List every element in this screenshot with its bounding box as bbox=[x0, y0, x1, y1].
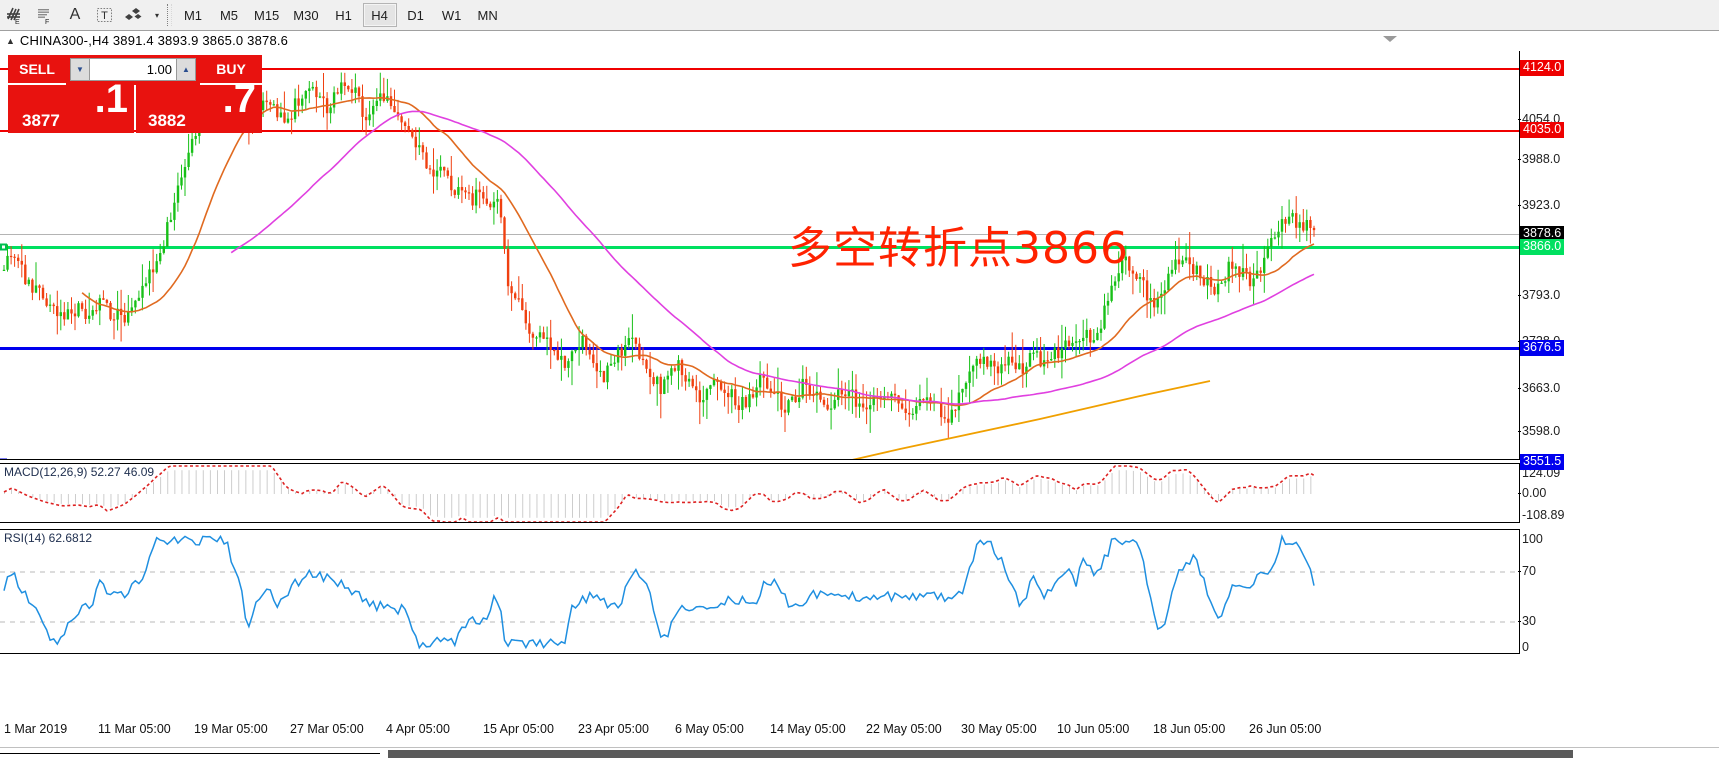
time-axis-labels: 1 Mar 2019 11 Mar 05:00 19 Mar 05:00 27 Mar… bbox=[0, 722, 1719, 742]
svg-text:T: T bbox=[101, 10, 108, 22]
svg-text:E: E bbox=[15, 19, 20, 25]
text-label-icon[interactable]: T bbox=[90, 1, 120, 30]
time-axis-label: 15 Apr 05:00 bbox=[483, 722, 554, 736]
candlestick-series bbox=[2, 72, 1316, 459]
rsi-tick: 30 bbox=[1518, 614, 1536, 628]
buy-price-tile[interactable]: .7 3882 bbox=[136, 79, 262, 133]
price-axis[interactable]: 4054.0 3988.0 3923.0 3856.0 3793.0 3728.… bbox=[1517, 51, 1719, 484]
time-axis-label: 4 Apr 05:00 bbox=[386, 722, 450, 736]
price-tag-4124: 4124.0 bbox=[1520, 60, 1565, 76]
timeframe-m5[interactable]: M5 bbox=[219, 7, 239, 23]
symbol-ohlc-text: CHINA300-,H4 3891.4 3893.9 3865.0 3878.6 bbox=[19, 33, 289, 48]
rsi-series bbox=[0, 534, 1519, 650]
timeframe-w1[interactable]: W1 bbox=[441, 7, 462, 23]
timeframe-m30[interactable]: M30 bbox=[293, 7, 319, 23]
macd-series bbox=[3, 465, 1315, 522]
sell-price-tile[interactable]: .1 3877 bbox=[8, 79, 134, 133]
time-axis-label: 19 Mar 05:00 bbox=[194, 722, 268, 736]
time-axis-label: 30 May 05:00 bbox=[961, 722, 1037, 736]
sell-price-decimal: .1 bbox=[94, 77, 128, 121]
macd-tick: -108.89 bbox=[1522, 508, 1565, 522]
chart-annotation-text: 多空转折点3866 bbox=[788, 223, 1129, 274]
timeframe-d1[interactable]: D1 bbox=[407, 7, 424, 23]
rsi-indicator-pane[interactable]: RSI(14) 62.6812 bbox=[0, 529, 1519, 654]
hline-3676[interactable] bbox=[0, 347, 1519, 350]
hline-4124[interactable] bbox=[0, 68, 1519, 70]
time-axis-label: 6 May 05:00 bbox=[675, 722, 744, 736]
main-toolbar: E F A T bbox=[0, 0, 1719, 31]
panel-collapse-triangle-icon[interactable] bbox=[1383, 36, 1397, 42]
text-tool-icon[interactable]: A bbox=[69, 6, 81, 23]
rsi-tick: 70 bbox=[1518, 564, 1536, 578]
time-axis-label: 27 Mar 05:00 bbox=[290, 722, 364, 736]
timeframe-h1[interactable]: H1 bbox=[335, 7, 352, 23]
timeframe-h4[interactable]: H4 bbox=[362, 3, 397, 27]
time-axis-label: 11 Mar 05:00 bbox=[98, 722, 171, 736]
time-axis-label: 1 Mar 2019 bbox=[4, 722, 68, 736]
price-tag-3866: 3866.0 bbox=[1520, 239, 1565, 255]
macd-label: MACD(12,26,9) 52.27 46.09 bbox=[4, 465, 155, 479]
periodicity-icon[interactable]: F bbox=[30, 1, 60, 30]
time-axis-label: 10 Jun 05:00 bbox=[1057, 722, 1130, 736]
indicators-icon[interactable]: E bbox=[0, 1, 30, 30]
rsi-axis: 100 70 30 0 bbox=[1518, 529, 1719, 654]
rsi-label: RSI(14) 62.6812 bbox=[4, 531, 93, 545]
chart-collapse-arrow-icon[interactable]: ▲ bbox=[6, 35, 15, 46]
time-axis[interactable]: 1 Mar 2019 11 Mar 05:00 19 Mar 05:00 27 Mar… bbox=[0, 654, 1719, 759]
price-tag-3551: 3551.5 bbox=[1520, 454, 1565, 470]
scrollbar-track[interactable] bbox=[0, 753, 380, 754]
price-tag-3676: 3676.5 bbox=[1520, 340, 1565, 356]
hline-4035[interactable] bbox=[0, 130, 1519, 132]
time-axis-label: 23 Apr 05:00 bbox=[578, 722, 649, 736]
volume-increase-icon[interactable]: ▲ bbox=[176, 58, 196, 81]
buy-price-decimal: .7 bbox=[222, 77, 256, 121]
hline-3878 bbox=[0, 234, 1519, 235]
time-axis-label: 22 May 05:00 bbox=[866, 722, 942, 736]
time-axis-label: 18 Jun 05:00 bbox=[1153, 722, 1226, 736]
volume-decrease-icon[interactable]: ▼ bbox=[70, 58, 90, 81]
time-axis-label: 26 Jun 05:00 bbox=[1249, 722, 1322, 736]
timeframe-m1[interactable]: M1 bbox=[183, 7, 203, 23]
macd-axis: 124.09 0.00 -108.89 bbox=[1517, 463, 1719, 523]
price-tag-last: 3878.6 bbox=[1520, 226, 1565, 242]
sell-price-integer: 3877 bbox=[22, 111, 60, 130]
price-tick: 3923.0 bbox=[1517, 198, 1561, 212]
sell-button[interactable]: SELL bbox=[8, 55, 66, 85]
price-tick: 3988.0 bbox=[1517, 152, 1561, 166]
trade-panel-top-row: SELL ▼ 1.00 ▲ BUY bbox=[8, 55, 262, 85]
macd-indicator-pane[interactable]: MACD(12,26,9) 52.27 46.09 bbox=[0, 463, 1519, 523]
price-tick: 3663.0 bbox=[1517, 381, 1561, 395]
buy-price-integer: 3882 bbox=[148, 111, 186, 130]
trade-panel-prices: .1 3877 .7 3882 bbox=[8, 79, 262, 133]
price-tag-4035: 4035.0 bbox=[1520, 122, 1565, 138]
timeframe-m15[interactable]: M15 bbox=[254, 7, 280, 23]
one-click-trading-panel[interactable]: SELL ▼ 1.00 ▲ BUY .1 3877 .7 3882 bbox=[8, 55, 262, 133]
scrollbar-thumb[interactable] bbox=[388, 750, 1573, 758]
buy-button[interactable]: BUY bbox=[200, 55, 262, 85]
macd-tick: 0.00 bbox=[1517, 486, 1547, 500]
hline-handle-3866[interactable] bbox=[0, 243, 7, 251]
toolbar-separator bbox=[167, 4, 172, 26]
symbol-info-bar: ▲ CHINA300-,H4 3891.4 3893.9 3865.0 3878… bbox=[0, 31, 1719, 51]
chart-horizontal-scrollbar[interactable] bbox=[0, 747, 1719, 759]
hline-handle-3551[interactable] bbox=[0, 458, 7, 459]
objects-dropdown-caret-icon[interactable]: ▾ bbox=[154, 10, 159, 20]
hline-3866[interactable] bbox=[0, 246, 1519, 249]
price-tick: 3793.0 bbox=[1517, 288, 1561, 302]
volume-input[interactable]: 1.00 bbox=[90, 58, 176, 81]
volume-stepper[interactable]: ▼ 1.00 ▲ bbox=[66, 55, 200, 85]
objects-icon[interactable] bbox=[120, 1, 150, 30]
timeframe-mn[interactable]: MN bbox=[477, 7, 498, 23]
rsi-tick: 100 bbox=[1522, 532, 1543, 546]
price-tick: 3598.0 bbox=[1517, 424, 1561, 438]
rsi-tick: 0 bbox=[1522, 640, 1529, 654]
time-axis-label: 14 May 05:00 bbox=[770, 722, 846, 736]
svg-text:F: F bbox=[45, 19, 49, 25]
